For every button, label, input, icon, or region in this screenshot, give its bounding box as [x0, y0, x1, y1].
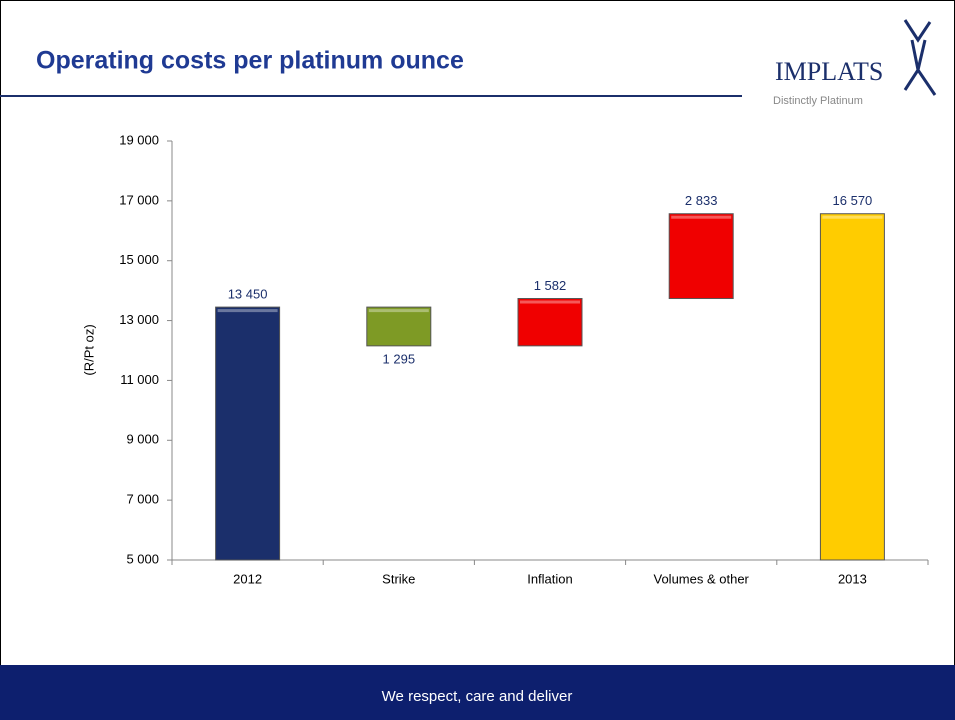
data-label: 1 295 — [383, 351, 416, 366]
bar — [215, 306, 281, 561]
y-tick-label: 11 000 — [120, 372, 159, 387]
bar-highlight — [368, 309, 429, 313]
data-label: 13 450 — [228, 287, 268, 302]
slide-title: Operating costs per platinum ounce — [36, 47, 464, 75]
y-tick-label: 19 000 — [119, 132, 159, 147]
logo-tagline: Distinctly Platinum — [773, 95, 863, 107]
logo-icon — [903, 19, 937, 96]
x-tick-label: 2013 — [838, 571, 867, 586]
y-axis-label: (R/Pt oz) — [81, 324, 96, 375]
bar — [668, 213, 734, 300]
y-tick-label: 17 000 — [119, 192, 159, 207]
y-tick-label: 13 000 — [119, 312, 159, 327]
bar-highlight — [520, 300, 580, 304]
x-tick-label: Inflation — [527, 571, 573, 586]
x-tick-label: 2012 — [233, 571, 262, 586]
footer-bar — [0, 665, 955, 720]
y-tick-label: 9 000 — [126, 432, 159, 447]
y-tick-label: 15 000 — [119, 252, 159, 267]
bar — [819, 213, 885, 561]
data-label: 2 833 — [685, 193, 718, 208]
bar — [366, 306, 432, 347]
logo-text: IMPLATS — [775, 57, 883, 86]
data-label: 16 570 — [833, 193, 873, 208]
bar-highlight — [217, 309, 278, 313]
x-tick-label: Strike — [382, 571, 415, 586]
data-label: 1 582 — [534, 278, 567, 293]
y-tick-label: 7 000 — [126, 492, 159, 507]
x-tick-label: Volumes & other — [654, 571, 750, 586]
y-tick-label: 5 000 — [126, 551, 159, 566]
footer-text: We respect, care and deliver — [382, 688, 573, 705]
bar — [517, 298, 583, 347]
bar-highlight — [671, 215, 732, 219]
bar-highlight — [822, 215, 883, 219]
